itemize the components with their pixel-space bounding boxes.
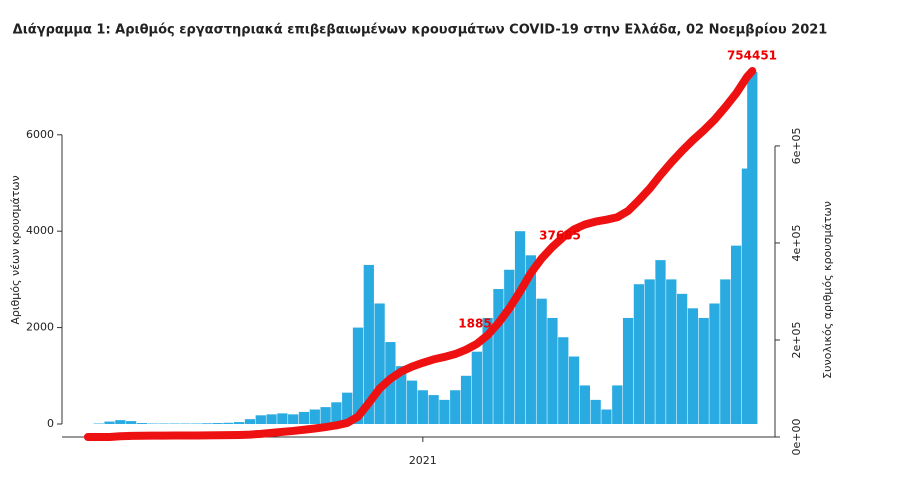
bar xyxy=(342,392,353,424)
y2-tick-label: 0e+00 xyxy=(790,419,803,456)
bar xyxy=(288,414,299,424)
bar xyxy=(536,298,547,424)
bar xyxy=(698,317,709,424)
annotation: 754451 xyxy=(727,49,777,63)
bar xyxy=(633,284,645,424)
bar xyxy=(201,423,212,424)
bar xyxy=(417,390,428,424)
bar xyxy=(450,390,461,424)
bar xyxy=(644,279,655,424)
chart-title: Διάγραμμα 1: Αριθμός εργαστηριακά επιβεβ… xyxy=(13,23,828,38)
bar xyxy=(676,293,688,424)
bar xyxy=(622,317,634,424)
bar xyxy=(514,231,526,424)
bar xyxy=(298,411,310,424)
bar xyxy=(730,245,742,424)
bar xyxy=(504,269,515,424)
bar xyxy=(363,264,374,424)
bar xyxy=(709,303,720,424)
bar xyxy=(655,260,666,424)
bar xyxy=(666,279,677,424)
bar xyxy=(747,72,758,424)
x-tick-label: 2021 xyxy=(409,454,437,467)
bar xyxy=(374,303,385,424)
bar xyxy=(352,327,364,424)
cumulative-line xyxy=(83,67,757,441)
bar xyxy=(460,375,472,424)
bar xyxy=(406,380,418,424)
bar xyxy=(234,422,245,424)
bar xyxy=(255,415,266,424)
y-tick-label: 0 xyxy=(47,417,54,430)
y2-tick-label: 4e+05 xyxy=(790,224,803,261)
y-axis-label: Αριθμός νέων κρουσμάτων xyxy=(9,175,22,324)
bar xyxy=(482,317,493,424)
bar xyxy=(612,385,623,424)
y-tick-label: 2000 xyxy=(26,321,54,334)
bar xyxy=(223,422,234,424)
bar xyxy=(471,351,482,424)
bar xyxy=(439,399,450,424)
bar xyxy=(277,413,288,424)
bar xyxy=(720,279,731,424)
bar xyxy=(126,421,137,424)
annotation: 37685 xyxy=(539,229,581,243)
bar xyxy=(115,420,126,424)
bar xyxy=(331,402,342,424)
bar xyxy=(104,421,115,424)
bar xyxy=(558,337,569,424)
bar xyxy=(493,289,504,424)
y2-tick-label: 6e+05 xyxy=(790,127,803,164)
bar xyxy=(687,308,699,424)
bar xyxy=(579,385,590,424)
y2-axis-label: Συνολικός αριθμός κρουσμάτων xyxy=(821,201,834,379)
bar xyxy=(568,356,580,424)
bar xyxy=(525,255,536,424)
bar xyxy=(601,409,612,424)
y2-tick-label: 2e+05 xyxy=(790,321,803,358)
bar xyxy=(741,168,753,424)
bar xyxy=(244,419,256,424)
bar xyxy=(396,366,407,424)
bar xyxy=(136,423,148,424)
bar xyxy=(309,409,320,424)
bar xyxy=(266,414,277,424)
bar xyxy=(212,423,223,424)
bar xyxy=(428,395,439,424)
annotation: 1885 xyxy=(458,317,491,331)
bar xyxy=(590,399,601,424)
bar xyxy=(320,407,331,424)
y-tick-label: 4000 xyxy=(26,224,54,237)
y-tick-label: 6000 xyxy=(26,128,54,141)
bar xyxy=(547,317,558,424)
